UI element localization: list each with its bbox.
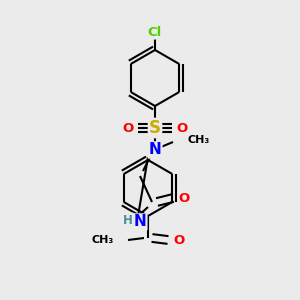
Text: H: H: [123, 214, 133, 226]
Text: O: O: [178, 191, 190, 205]
Text: CH₃: CH₃: [92, 235, 114, 245]
Text: O: O: [173, 233, 184, 247]
Text: O: O: [122, 122, 134, 134]
Text: S: S: [149, 119, 161, 137]
Text: CH₃: CH₃: [187, 135, 209, 145]
Text: N: N: [134, 214, 146, 230]
Text: O: O: [176, 122, 188, 134]
Text: N: N: [148, 142, 161, 158]
Text: Cl: Cl: [148, 26, 162, 38]
